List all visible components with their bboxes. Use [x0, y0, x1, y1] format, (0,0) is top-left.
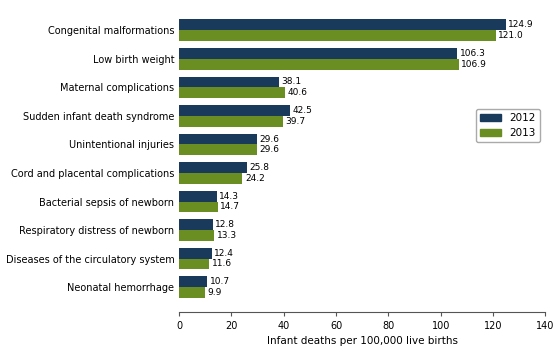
Bar	[179, 134, 256, 144]
Text: 14.7: 14.7	[220, 202, 240, 212]
Text: 14.3: 14.3	[219, 191, 239, 201]
Bar	[179, 59, 459, 70]
Text: 24.2: 24.2	[245, 174, 265, 183]
Text: 10.7: 10.7	[210, 277, 230, 286]
Bar	[179, 30, 496, 41]
Text: 13.3: 13.3	[217, 231, 237, 240]
Bar	[179, 144, 256, 155]
Text: 12.4: 12.4	[214, 249, 234, 258]
Bar	[179, 48, 457, 59]
Text: 29.6: 29.6	[259, 145, 279, 155]
Bar	[179, 173, 242, 184]
Text: 106.9: 106.9	[461, 60, 487, 69]
Legend: 2012, 2013: 2012, 2013	[476, 109, 540, 142]
Bar	[179, 105, 290, 116]
Bar	[179, 162, 246, 173]
Text: 38.1: 38.1	[282, 77, 301, 87]
Bar	[179, 87, 286, 98]
Text: 25.8: 25.8	[249, 163, 269, 172]
Text: 121.0: 121.0	[498, 31, 524, 40]
Bar	[179, 201, 218, 212]
Text: 39.7: 39.7	[286, 117, 306, 126]
Bar	[179, 191, 217, 201]
Text: 40.6: 40.6	[288, 88, 308, 97]
Text: 12.8: 12.8	[215, 220, 235, 229]
Bar	[179, 19, 506, 30]
Bar	[179, 76, 279, 87]
Bar	[179, 259, 209, 269]
Bar	[179, 276, 207, 287]
Text: 11.6: 11.6	[212, 259, 232, 269]
X-axis label: Infant deaths per 100,000 live births: Infant deaths per 100,000 live births	[267, 337, 458, 346]
Text: 106.3: 106.3	[460, 49, 486, 58]
Bar	[179, 230, 214, 241]
Bar	[179, 287, 205, 298]
Text: 29.6: 29.6	[259, 134, 279, 144]
Bar	[179, 219, 213, 230]
Bar	[179, 248, 212, 259]
Text: 124.9: 124.9	[508, 20, 534, 30]
Text: 42.5: 42.5	[293, 106, 313, 115]
Bar	[179, 116, 283, 127]
Text: 9.9: 9.9	[208, 288, 222, 297]
